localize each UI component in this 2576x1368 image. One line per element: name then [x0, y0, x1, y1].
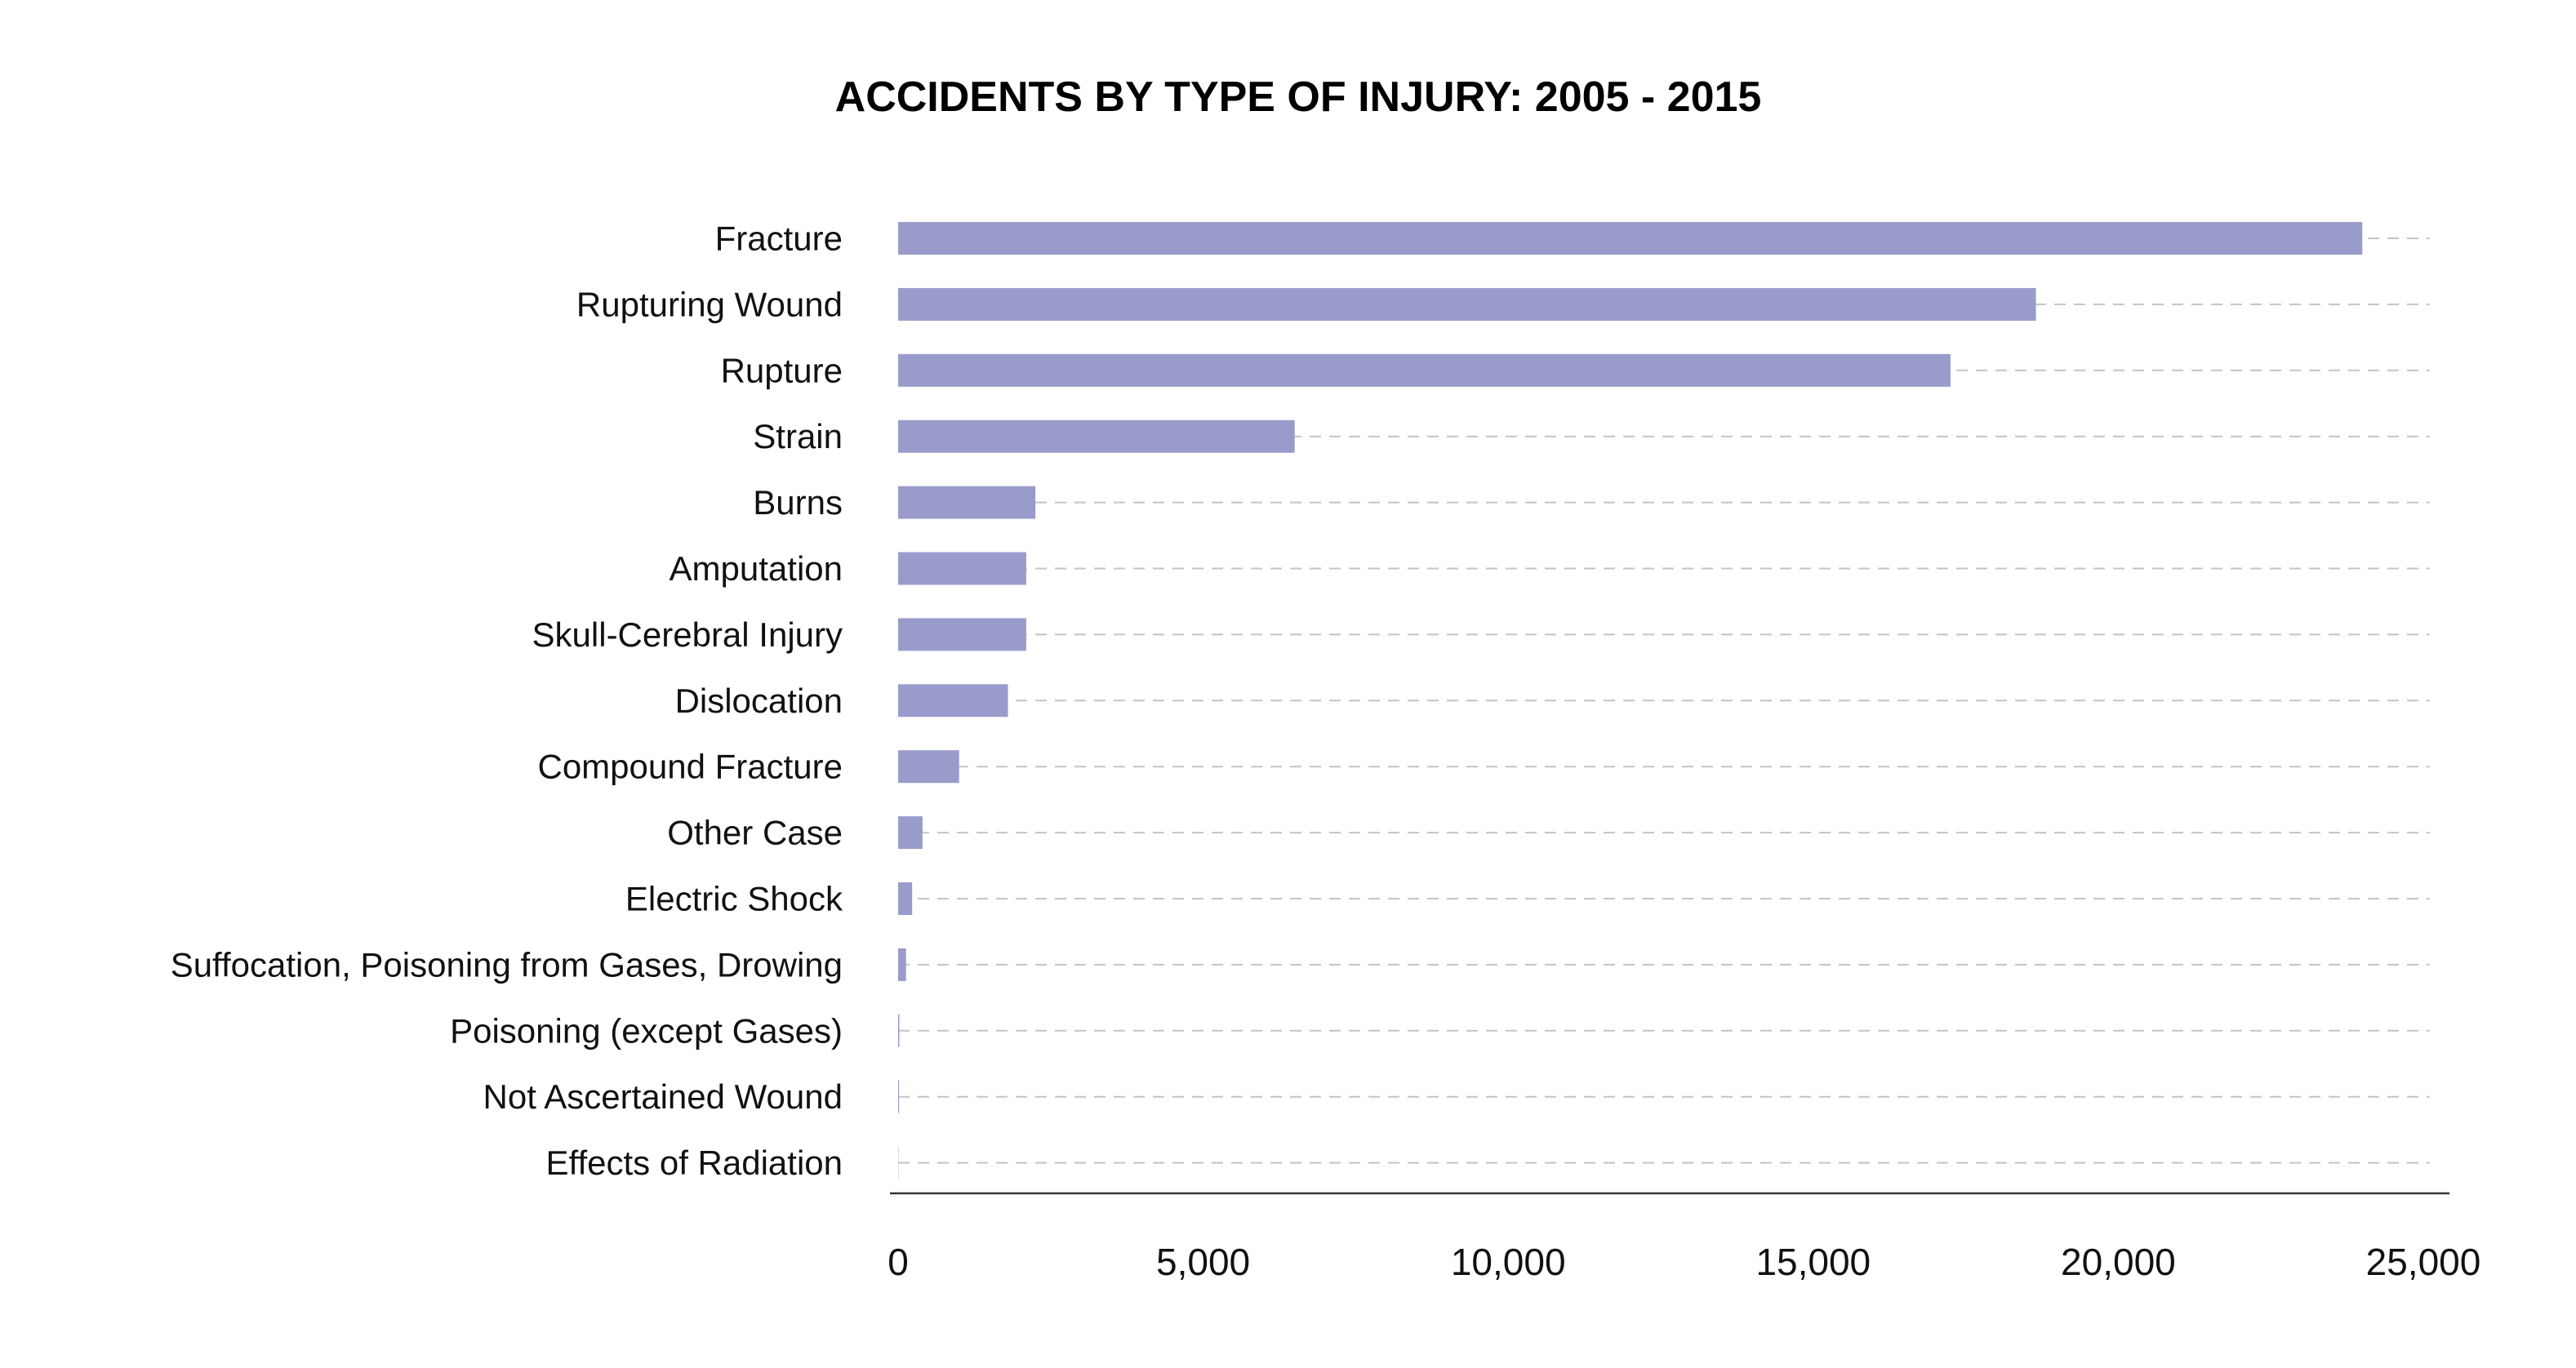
category-label-fracture: Fracture — [715, 220, 843, 258]
chart-title: ACCIDENTS BY TYPE OF INJURY: 2005 - 2015 — [835, 73, 1762, 121]
bar-poisoning-except-gases — [898, 1014, 900, 1047]
x-tick-label-5000: 5,000 — [1156, 1241, 1250, 1283]
category-label-amputation: Amputation — [670, 549, 843, 588]
x-tick-label-10000: 10,000 — [1451, 1241, 1566, 1283]
category-label-suffocation-poisoning-from-gases-drowing: Suffocation, Poisoning from Gases, Drowi… — [171, 945, 843, 984]
bar-compound-fracture — [898, 750, 959, 784]
bar-not-ascertained-wound — [898, 1080, 900, 1113]
category-label-effects-of-radiation: Effects of Radiation — [546, 1144, 843, 1182]
category-label-skull-cerebral-injury: Skull-Cerebral Injury — [532, 615, 843, 654]
x-tick-label-0: 0 — [888, 1241, 909, 1283]
bar-rupturing-wound — [898, 287, 2036, 321]
category-label-rupturing-wound: Rupturing Wound — [576, 285, 843, 323]
bar-skull-cerebral-injury — [898, 618, 1026, 651]
category-label-electric-shock: Electric Shock — [625, 880, 843, 918]
bar-other-case — [898, 816, 923, 850]
bar-rupture — [898, 353, 1951, 387]
bar-amputation — [898, 552, 1026, 585]
category-label-not-ascertained-wound: Not Ascertained Wound — [483, 1077, 843, 1116]
category-label-rupture: Rupture — [721, 351, 843, 389]
x-tick-label-25000: 25,000 — [2366, 1241, 2481, 1283]
category-label-poisoning-except-gases: Poisoning (except Gases) — [450, 1011, 843, 1050]
category-label-dislocation: Dislocation — [675, 682, 843, 720]
category-label-other-case: Other Case — [667, 814, 843, 852]
x-tick-label-15000: 15,000 — [1755, 1241, 1871, 1283]
category-label-compound-fracture: Compound Fracture — [537, 748, 843, 786]
bar-suffocation-poisoning-from-gases-drowing — [898, 948, 906, 981]
bar-fracture — [898, 222, 2363, 255]
x-tick-label-20000: 20,000 — [2061, 1241, 2176, 1283]
category-label-strain: Strain — [753, 417, 843, 455]
bars — [898, 222, 2363, 1179]
category-label-burns: Burns — [753, 483, 843, 522]
grid-lines — [898, 238, 2430, 1164]
bar-burns — [898, 486, 1036, 519]
bar-electric-shock — [898, 882, 913, 915]
x-axis-tick-labels: 0 5,000 10,000 15,000 20,000 25,000 — [888, 1241, 2480, 1283]
bar-strain — [898, 420, 1295, 453]
category-labels: Fracture Rupturing Wound Rupture Strain Burn… — [171, 220, 843, 1183]
bar-dislocation — [898, 684, 1008, 717]
